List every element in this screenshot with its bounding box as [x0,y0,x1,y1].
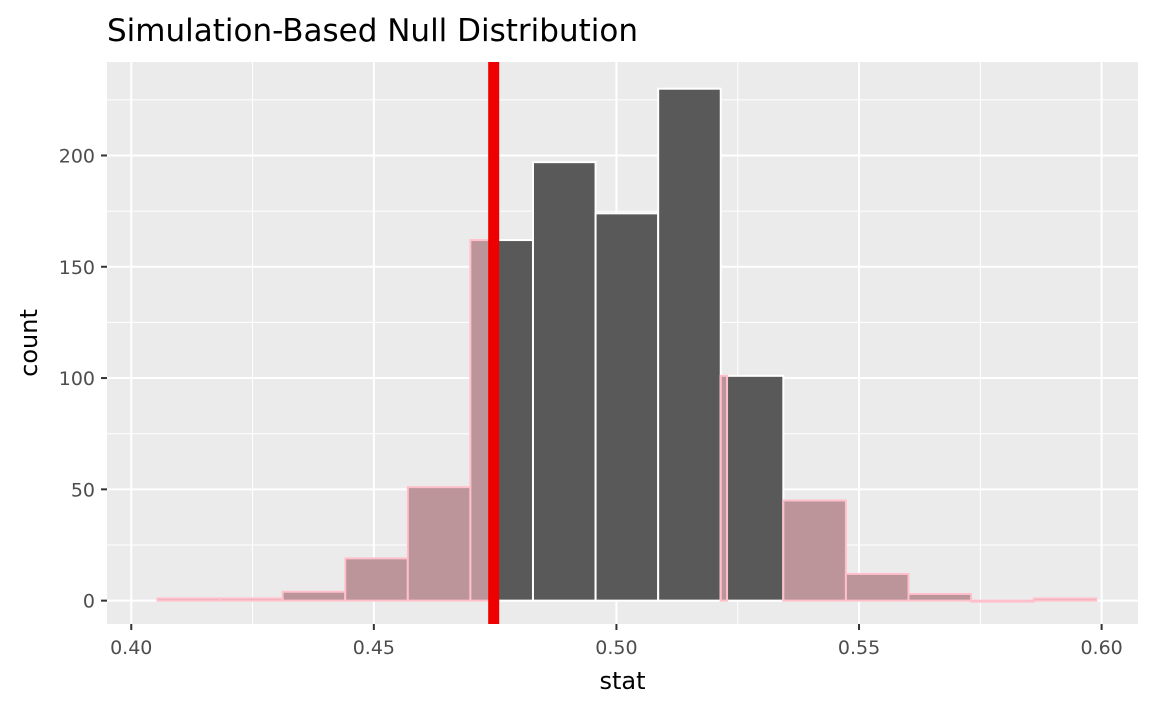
shaded-region [844,572,910,602]
shaded-region [281,590,347,602]
histogram-bar [531,161,597,602]
shaded-region [344,557,409,602]
shaded-region [782,499,847,602]
x-tick-label: 0.50 [595,637,637,659]
histogram-bar [657,87,722,602]
shaded-region [970,599,1035,603]
histogram-bar [719,374,785,602]
shaded-regions [156,239,1098,603]
x-axis-title: stat [599,667,645,695]
x-tick-label: 0.40 [110,637,152,659]
y-tick-label: 150 [59,257,95,279]
shaded-region [907,592,973,602]
y-axis: 0 50 100 150 200 [59,145,107,613]
x-tick-label: 0.45 [353,637,395,659]
shaded-region [219,597,284,602]
y-tick-label: 200 [59,145,95,167]
y-tick-label: 100 [59,368,95,390]
y-tick-label: 0 [83,591,95,613]
shaded-region [1032,597,1098,602]
histogram-bar [594,212,660,602]
x-axis: 0.40 0.45 0.50 0.55 0.60 [110,624,1123,659]
shaded-region [719,374,729,602]
x-tick-label: 0.60 [1080,637,1122,659]
y-axis-title: count [15,309,43,377]
y-tick-label: 50 [71,479,95,501]
shaded-region [406,486,472,602]
x-tick-label: 0.55 [838,637,880,659]
shaded-region [156,597,222,602]
chart-title: Simulation-Based Null Distribution [107,13,638,49]
